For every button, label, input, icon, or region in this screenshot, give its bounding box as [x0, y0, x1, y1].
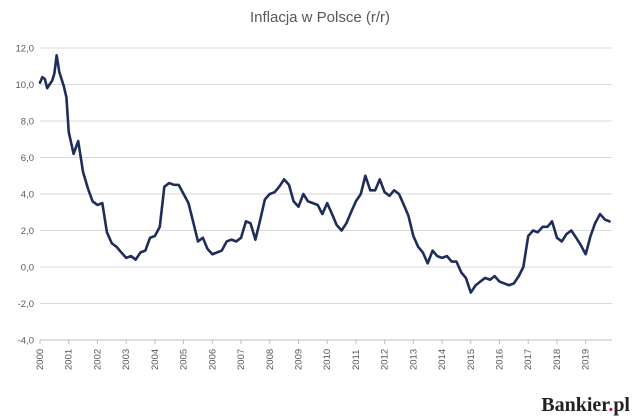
x-tick-label: 2006: [207, 349, 218, 370]
x-tick-label: 2012: [380, 349, 391, 370]
x-tick-label: 2007: [236, 349, 247, 370]
x-tick-label: 2014: [437, 349, 448, 370]
y-tick-label: 12,0: [16, 44, 35, 55]
x-tick-label: 2003: [121, 349, 132, 370]
x-tick-label: 2016: [495, 349, 506, 370]
y-tick-label: 8,0: [21, 117, 34, 128]
x-tick-label: 2015: [466, 349, 477, 370]
bankier-logo: Bankier.pl: [541, 394, 630, 416]
x-tick-label: 2010: [322, 349, 333, 370]
y-tick-label: 0,0: [21, 263, 34, 274]
x-tick-label: 2013: [408, 349, 419, 370]
gridlines: [40, 47, 612, 304]
x-tick-label: 2001: [64, 349, 75, 370]
axes: [39, 339, 612, 344]
y-tick-label: 2,0: [21, 226, 34, 237]
x-tick-label: 2017: [523, 349, 534, 370]
x-tick-label: 2011: [351, 350, 362, 370]
chart-title: Inflacja w Polsce (r/r): [249, 9, 391, 26]
x-tick-label: 2008: [265, 349, 276, 370]
series-layer: [38, 53, 611, 294]
y-tick-label: -4,0: [18, 336, 34, 347]
x-tick-label: 2019: [581, 349, 592, 370]
y-tick-label: -2,0: [18, 299, 34, 310]
y-tick-label: 6,0: [21, 153, 34, 164]
x-tick-label: 2002: [92, 349, 103, 370]
y-tick-labels: 12,0 10,0 8,0 6,0 4,0 2,0 0,0 -2,0 -4,0: [16, 44, 35, 347]
y-tick-label: 4,0: [21, 190, 34, 201]
x-tick-label: 2009: [293, 349, 304, 370]
x-tick-label: 2005: [179, 349, 190, 370]
y-tick-label: 10,0: [16, 80, 35, 91]
x-tick-labels: 2000 2001 2002 2003 2004 2005 2006 2007 2008 2009…: [35, 349, 592, 370]
x-tick-label: 2000: [35, 349, 46, 370]
x-tick-label: 2004: [150, 349, 161, 370]
x-tick-label: 2018: [552, 349, 563, 370]
series-line-0: [38, 53, 611, 294]
